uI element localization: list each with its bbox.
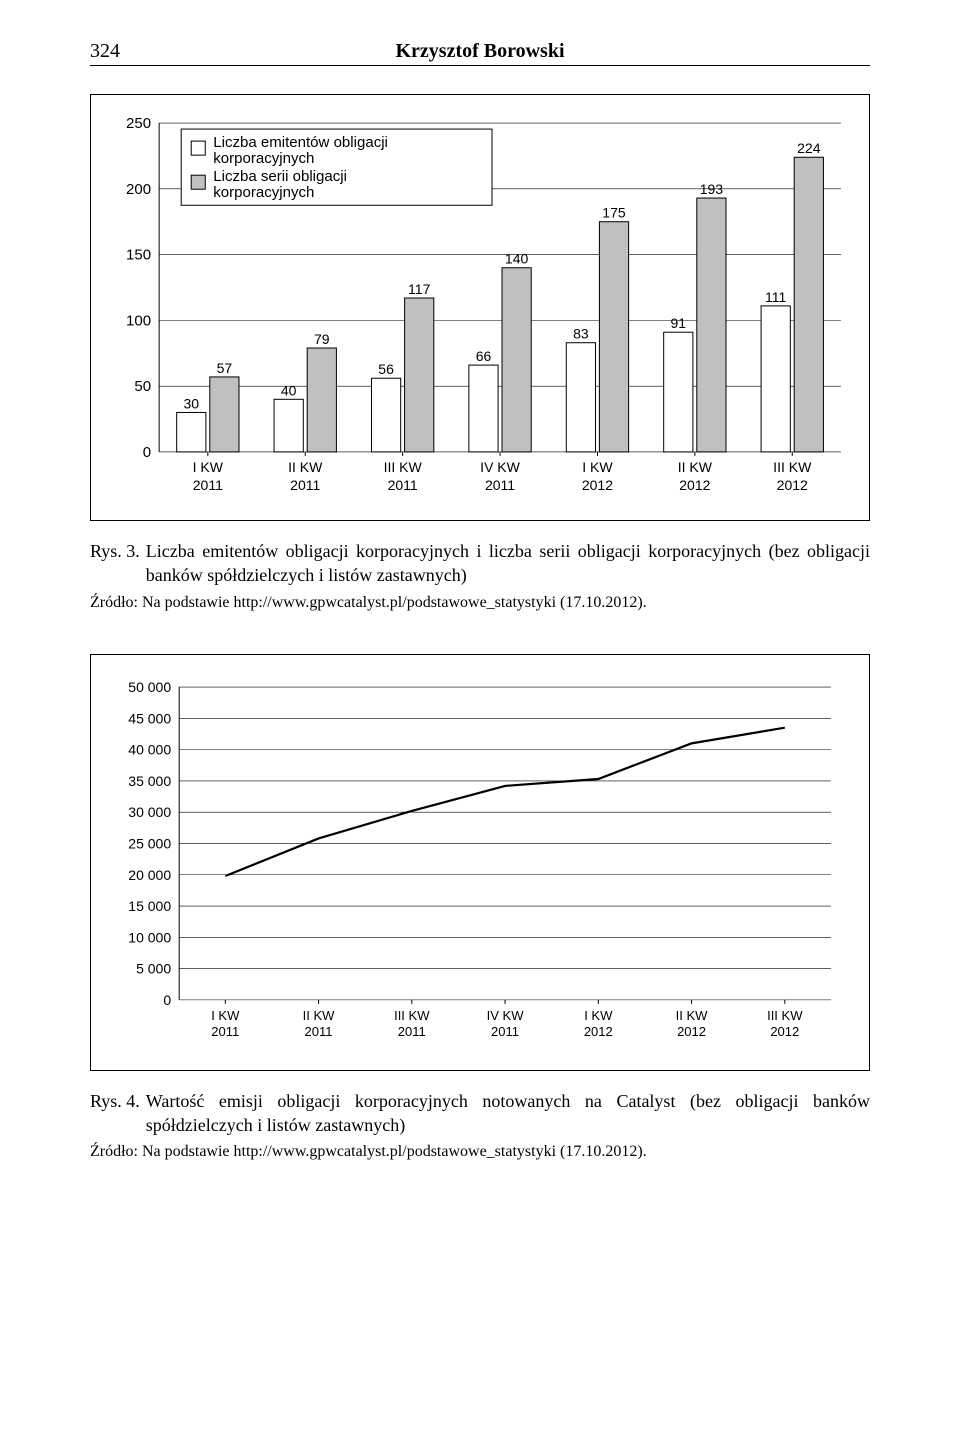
svg-text:30 000: 30 000 <box>128 804 171 820</box>
svg-text:20 000: 20 000 <box>128 866 171 882</box>
svg-text:I KW: I KW <box>582 459 613 475</box>
figure-3-caption: Rys. 3. Liczba emitentów obligacji korpo… <box>90 539 870 588</box>
svg-text:35 000: 35 000 <box>128 773 171 789</box>
svg-text:IV KW: IV KW <box>480 459 520 475</box>
figure-4-caption-text: Wartość emisji obligacji korporacyjnych … <box>146 1089 870 1138</box>
svg-text:III KW: III KW <box>394 1008 430 1023</box>
svg-text:IV KW: IV KW <box>487 1008 525 1023</box>
svg-text:83: 83 <box>573 326 589 342</box>
svg-text:I KW: I KW <box>193 459 224 475</box>
svg-text:Liczba emitentów obligacji: Liczba emitentów obligacji <box>213 134 388 151</box>
svg-text:2011: 2011 <box>305 1024 333 1039</box>
svg-text:II KW: II KW <box>288 459 323 475</box>
svg-text:91: 91 <box>670 315 686 331</box>
svg-text:Liczba serii obligacji: Liczba serii obligacji <box>213 168 347 185</box>
svg-text:2012: 2012 <box>677 1024 706 1039</box>
svg-text:2012: 2012 <box>770 1024 799 1039</box>
svg-text:56: 56 <box>378 361 394 377</box>
figure-3-source: Źródło: Na podstawie http://www.gpwcatal… <box>90 594 870 612</box>
svg-text:2011: 2011 <box>398 1024 426 1039</box>
svg-text:I KW: I KW <box>211 1008 240 1023</box>
figure-3-caption-label: Rys. 3. <box>90 539 146 588</box>
svg-text:150: 150 <box>126 247 151 264</box>
svg-text:45 000: 45 000 <box>128 710 171 726</box>
svg-text:250: 250 <box>126 115 151 132</box>
svg-text:79: 79 <box>314 331 330 347</box>
svg-text:224: 224 <box>797 140 821 156</box>
svg-text:korporacyjnych: korporacyjnych <box>213 184 314 201</box>
svg-text:193: 193 <box>700 181 724 197</box>
author-name: Krzysztof Borowski <box>140 40 820 63</box>
svg-text:10 000: 10 000 <box>128 929 171 945</box>
svg-text:II KW: II KW <box>678 459 713 475</box>
svg-text:2012: 2012 <box>777 477 808 493</box>
svg-text:2012: 2012 <box>679 477 710 493</box>
svg-text:57: 57 <box>217 360 233 376</box>
svg-text:15 000: 15 000 <box>128 898 171 914</box>
figure-4-chart: 0 5 000 10 000 15 000 20 000 25 000 30 000 35 0… <box>90 654 870 1071</box>
svg-text:66: 66 <box>476 348 492 364</box>
svg-text:50: 50 <box>134 378 151 395</box>
svg-text:200: 200 <box>126 181 151 198</box>
svg-text:111: 111 <box>765 289 787 305</box>
svg-text:2012: 2012 <box>584 1024 613 1039</box>
svg-text:175: 175 <box>602 205 626 221</box>
svg-text:2011: 2011 <box>193 477 223 493</box>
svg-text:0: 0 <box>163 992 171 1008</box>
svg-text:50 000: 50 000 <box>128 679 171 695</box>
svg-text:2011: 2011 <box>485 477 515 493</box>
page: 324 Krzysztof Borowski 0 50 100 150 200 250 30… <box>0 0 960 1221</box>
svg-text:III KW: III KW <box>773 459 812 475</box>
figure-3-chart: 0 50 100 150 200 250 30 57 I KW 2011 40 79 II KW 2011… <box>90 94 870 521</box>
svg-text:0: 0 <box>143 444 151 461</box>
svg-text:III KW: III KW <box>767 1008 803 1023</box>
svg-text:140: 140 <box>505 251 529 267</box>
page-number: 324 <box>90 40 140 63</box>
figure-4-caption-label: Rys. 4. <box>90 1089 146 1138</box>
svg-text:100: 100 <box>126 312 151 329</box>
svg-text:40 000: 40 000 <box>128 741 171 757</box>
figure-3-caption-text: Liczba emitentów obligacji korporacyjnyc… <box>146 539 870 588</box>
svg-text:30: 30 <box>183 395 199 411</box>
svg-text:2012: 2012 <box>582 477 613 493</box>
svg-text:117: 117 <box>408 281 431 297</box>
svg-text:I KW: I KW <box>584 1008 613 1023</box>
svg-text:2011: 2011 <box>290 477 320 493</box>
svg-text:II KW: II KW <box>303 1008 336 1023</box>
svg-text:40: 40 <box>281 382 297 398</box>
svg-text:korporacyjnych: korporacyjnych <box>213 150 314 167</box>
svg-text:5 000: 5 000 <box>136 960 171 976</box>
figure-4-source: Źródło: Na podstawie http://www.gpwcatal… <box>90 1143 870 1161</box>
svg-text:II KW: II KW <box>676 1008 709 1023</box>
svg-text:25 000: 25 000 <box>128 835 171 851</box>
svg-text:2011: 2011 <box>491 1024 519 1039</box>
running-header: 324 Krzysztof Borowski <box>90 40 870 66</box>
svg-text:2011: 2011 <box>388 477 418 493</box>
svg-text:2011: 2011 <box>211 1024 239 1039</box>
figure-4-caption: Rys. 4. Wartość emisji obligacji korpora… <box>90 1089 870 1138</box>
svg-text:III KW: III KW <box>384 459 423 475</box>
